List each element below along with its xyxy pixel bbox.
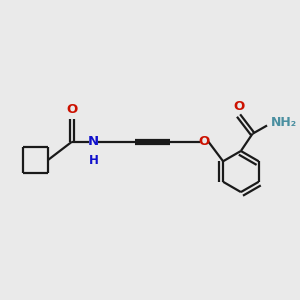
Text: O: O [199,135,210,148]
Text: NH₂: NH₂ [270,116,296,129]
Text: N: N [88,135,99,148]
Text: O: O [66,103,77,116]
Text: H: H [88,154,98,167]
Text: O: O [233,100,244,113]
